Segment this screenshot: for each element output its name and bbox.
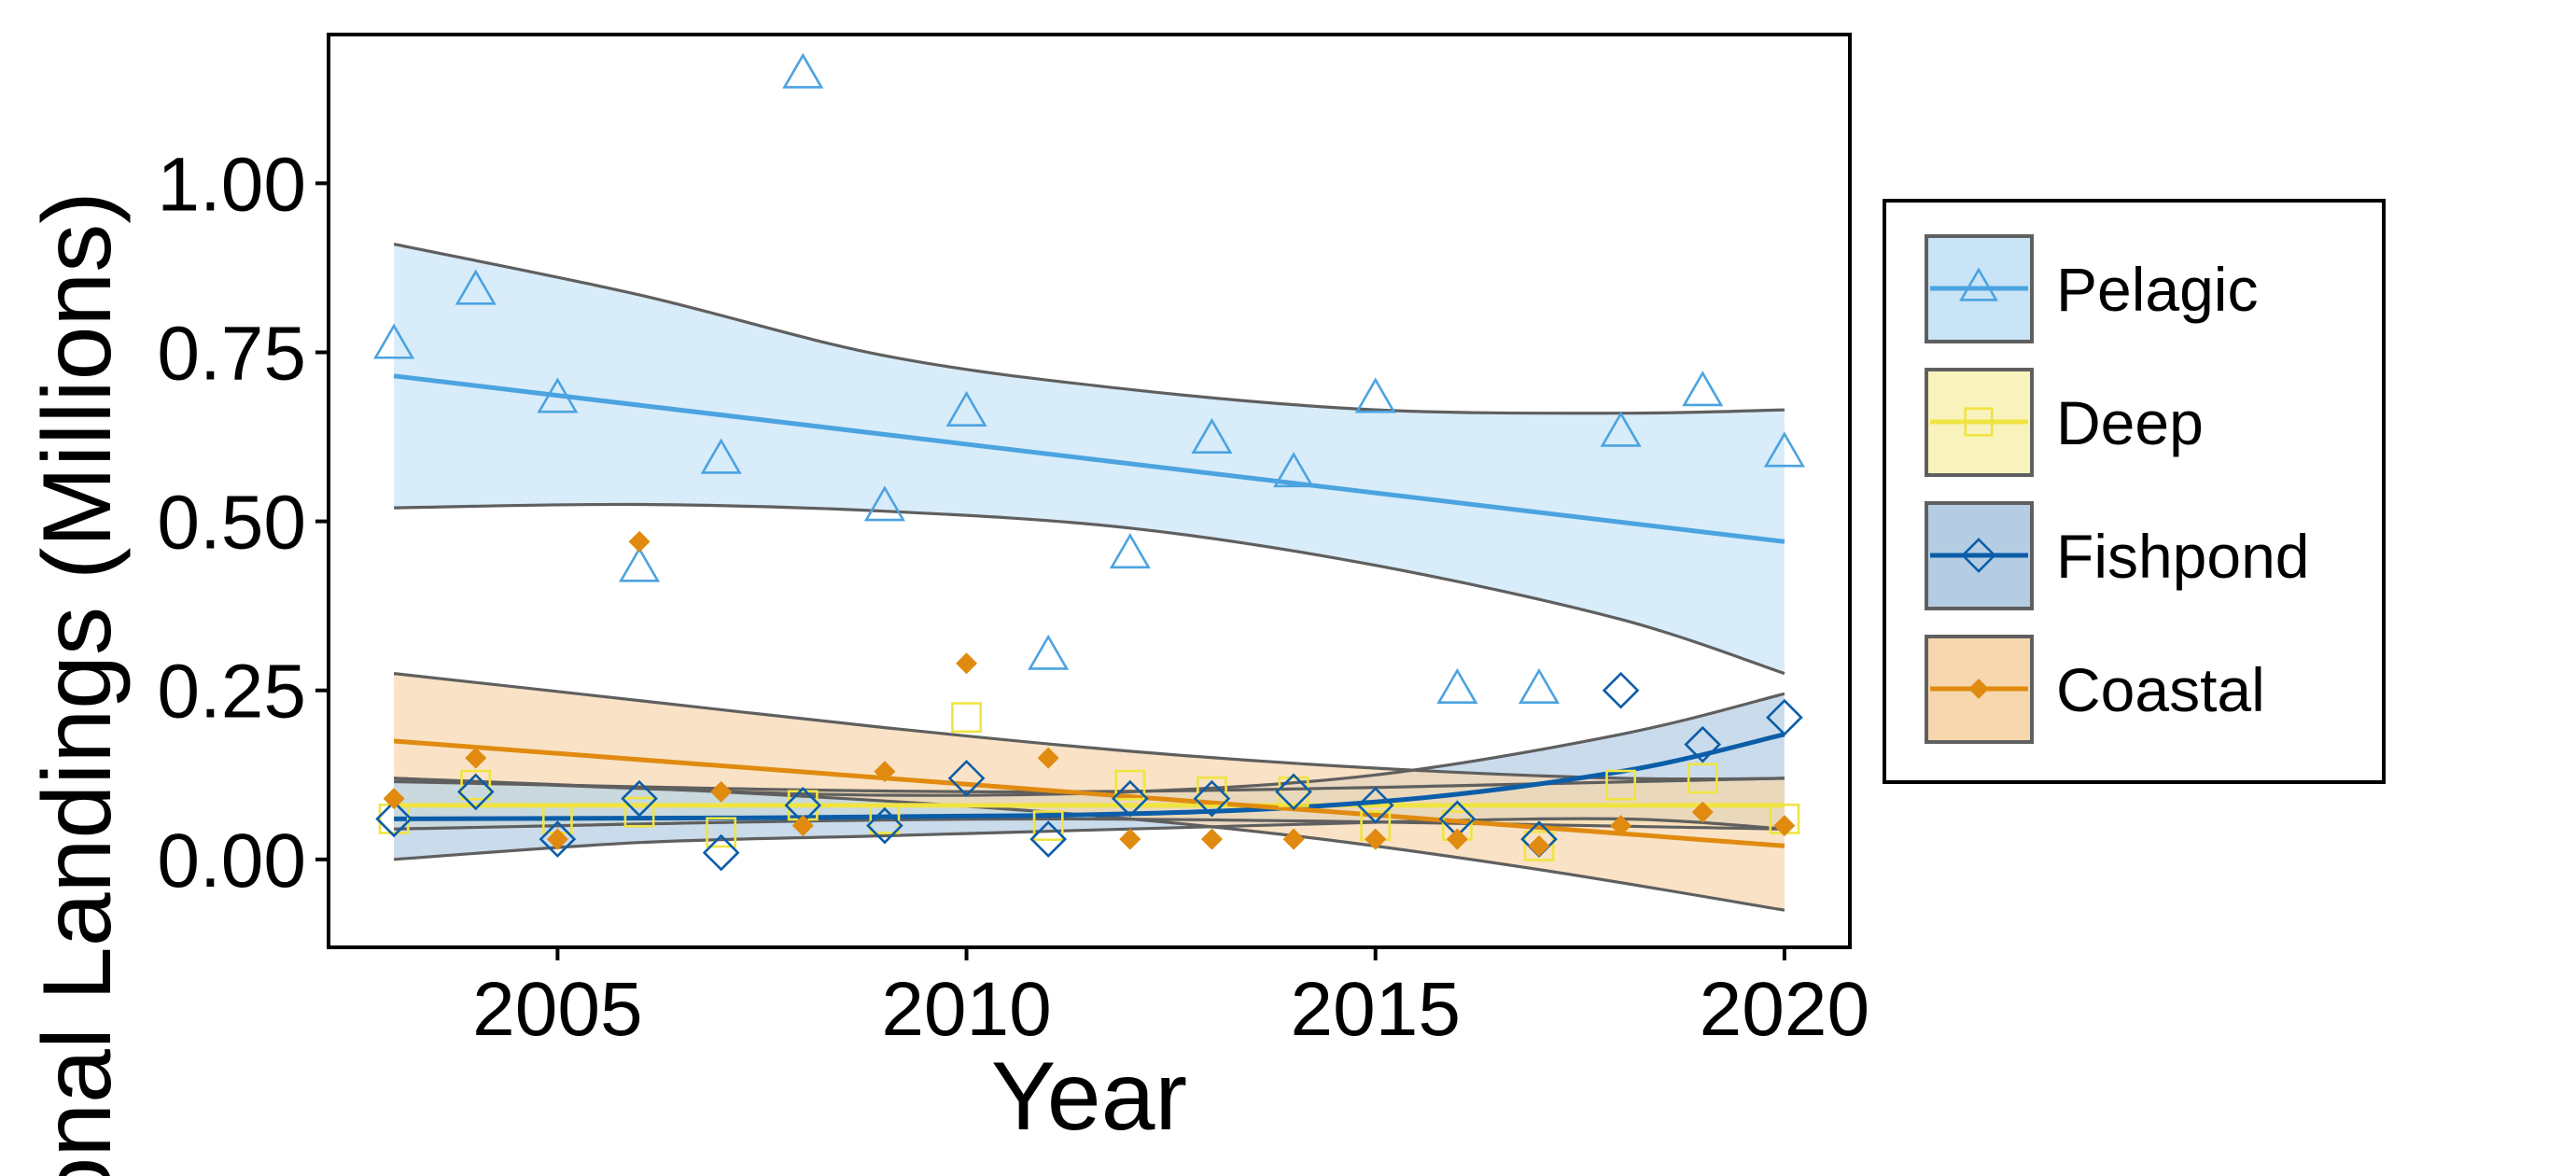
point-coastal-2012: [1119, 828, 1141, 850]
point-coastal-2016: [1446, 828, 1468, 850]
point-fishpond-2013: [1193, 779, 1231, 818]
point-fishpond-2019: [1684, 725, 1722, 763]
ci-upper-coastal: [393, 672, 1785, 781]
point-coastal-2020: [1773, 815, 1796, 837]
point-fishpond-2006: [621, 779, 658, 818]
point-coastal-2007: [710, 780, 733, 803]
point-fishpond-2004: [456, 773, 495, 811]
point-fishpond-2005: [539, 820, 577, 858]
legend-label: Coastal: [2056, 655, 2265, 724]
point-fishpond-2011: [1029, 820, 1068, 858]
x-tick-label: 2005: [472, 967, 642, 1052]
point-deep-2009: [869, 803, 901, 834]
legend-item-deep: Deep: [1925, 368, 2204, 477]
legend-marker-pelagic: [1959, 267, 1998, 301]
ci-upper-pelagic: [393, 243, 1785, 415]
point-coastal-2005: [546, 828, 568, 850]
point-deep-2012: [1114, 769, 1146, 801]
legend-marker-coastal: [1968, 679, 1989, 699]
point-coastal-2009: [874, 761, 896, 783]
point-deep-2018: [1605, 769, 1637, 801]
legend-label: Fishpond: [2056, 522, 2310, 591]
point-deep-2006: [623, 796, 655, 828]
point-fishpond-2010: [947, 760, 986, 797]
point-deep-2004: [460, 769, 492, 801]
point-coastal-2004: [465, 747, 487, 769]
point-pelagic-2012: [1109, 533, 1151, 569]
point-coastal-2014: [1282, 828, 1305, 850]
legend-label: Deep: [2056, 388, 2204, 457]
point-pelagic-2004: [455, 269, 497, 305]
ci-lower-pelagic: [394, 502, 1785, 676]
point-coastal-2015: [1365, 828, 1387, 850]
point-fishpond-2015: [1356, 787, 1394, 824]
point-coastal-2018: [1610, 815, 1632, 837]
point-pelagic-2010: [945, 390, 987, 427]
point-deep-2019: [1687, 763, 1718, 794]
point-fishpond-2012: [1111, 779, 1149, 818]
fit-line-pelagic: [393, 373, 1785, 544]
point-pelagic-2014: [1273, 452, 1315, 488]
point-pelagic-2013: [1191, 417, 1233, 454]
legend-label: Pelagic: [2056, 255, 2258, 324]
x-tick-label: 2010: [881, 967, 1051, 1052]
legend-marker-deep: [1964, 407, 1994, 437]
legend: Pelagic Deep Fishpond Coastal: [1883, 199, 2386, 784]
point-deep-2014: [1278, 776, 1309, 807]
point-fishpond-2003: [375, 800, 413, 838]
point-deep-2010: [951, 702, 982, 734]
y-tick-label: 1.00: [157, 142, 306, 227]
point-pelagic-2019: [1682, 371, 1724, 407]
x-tick-label: 2020: [1700, 967, 1869, 1052]
point-deep-2013: [1197, 776, 1227, 807]
legend-marker-fishpond: [1961, 538, 1996, 573]
plot-border: [327, 33, 1852, 949]
point-coastal-2010: [956, 652, 978, 675]
point-pelagic-2017: [1518, 667, 1561, 705]
point-pelagic-2005: [537, 377, 579, 413]
legend-item-coastal: Coastal: [1925, 635, 2265, 744]
point-pelagic-2007: [700, 438, 742, 474]
point-fishpond-2020: [1766, 698, 1803, 736]
y-tick-label: 0.25: [157, 650, 306, 735]
ci-lower-coastal: [394, 777, 1785, 912]
point-fishpond-2007: [702, 833, 740, 872]
point-deep-2007: [706, 817, 737, 848]
point-pelagic-2020: [1763, 431, 1805, 468]
point-coastal-2003: [383, 788, 405, 810]
point-fishpond-2009: [866, 806, 903, 845]
point-deep-2017: [1523, 830, 1555, 861]
point-pelagic-2018: [1600, 411, 1642, 447]
legend-item-fishpond: Fishpond: [1925, 501, 2310, 610]
y-axis-title: Recreational Landings (Millions): [23, 191, 132, 1176]
point-coastal-2013: [1200, 828, 1223, 850]
point-fishpond-2014: [1275, 773, 1312, 811]
point-pelagic-2008: [782, 52, 824, 89]
ci-lower-fishpond: [393, 817, 1785, 861]
x-tick-label: 2015: [1291, 967, 1461, 1052]
fit-line-coastal: [393, 738, 1785, 848]
point-pelagic-2009: [863, 485, 905, 522]
point-pelagic-2016: [1436, 667, 1478, 705]
x-axis-title: Year: [991, 1043, 1187, 1151]
point-coastal-2011: [1037, 747, 1059, 769]
legend-item-pelagic: Pelagic: [1925, 234, 2258, 343]
y-tick-label: 0.50: [157, 481, 306, 566]
y-tick-label: 0.00: [157, 819, 306, 903]
point-coastal-2017: [1528, 834, 1550, 857]
point-pelagic-2011: [1028, 634, 1070, 670]
point-coastal-2019: [1691, 801, 1714, 823]
point-pelagic-2003: [373, 323, 415, 359]
point-fishpond-2018: [1602, 671, 1640, 709]
point-pelagic-2006: [618, 546, 661, 582]
point-coastal-2008: [791, 815, 814, 837]
y-tick-label: 0.75: [157, 311, 306, 396]
point-pelagic-2015: [1354, 377, 1396, 413]
point-deep-2011: [1032, 810, 1064, 842]
point-coastal-2006: [628, 530, 651, 553]
